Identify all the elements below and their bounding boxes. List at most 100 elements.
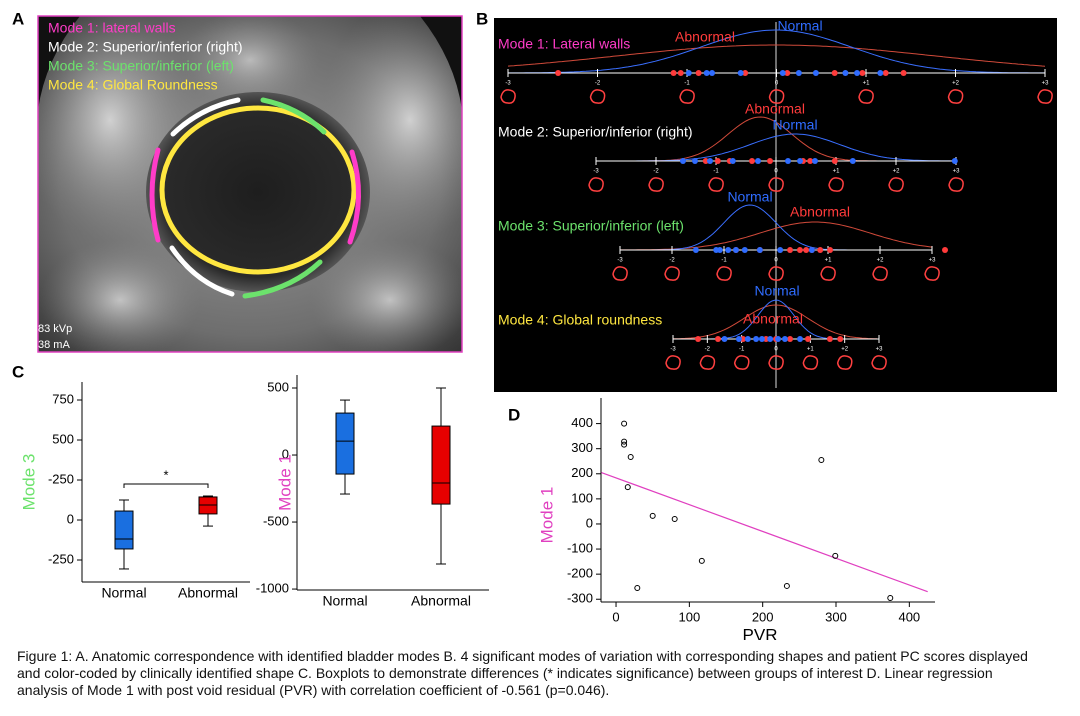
xray-setting: 83 kVp: [38, 323, 72, 335]
normal-score: [781, 336, 788, 342]
panel-label: C: [12, 362, 24, 381]
normal-score: [775, 336, 782, 342]
shape-icon: [924, 266, 940, 281]
shape-icon: [612, 266, 628, 281]
shape-icon: [802, 355, 819, 370]
box: [431, 425, 451, 505]
tick-label: +2: [952, 81, 960, 87]
tick-label: +2: [877, 258, 885, 264]
abnormal-score: [831, 158, 838, 164]
normal-score: [808, 247, 815, 253]
x-tick-label: 100: [679, 609, 701, 624]
tick-label: -1: [721, 258, 727, 264]
normal-score: [779, 70, 786, 76]
tick-label: +1: [807, 347, 815, 353]
normal-score: [680, 158, 686, 164]
normal-score: [741, 247, 748, 253]
shape-icon: [1037, 89, 1053, 104]
tick-label: -2: [705, 347, 711, 353]
shape-icon: [699, 355, 716, 370]
shape-icon: [872, 266, 888, 281]
normal-score: [735, 336, 742, 342]
regression-line: [601, 471, 928, 593]
abnormal-score: [831, 70, 838, 76]
data-point: [698, 557, 705, 564]
normal-score: [854, 70, 861, 76]
mode-legend: Mode 3: Superior/inferior (left): [48, 58, 234, 74]
abnormal-score: [767, 158, 773, 164]
tick-label: -1: [713, 169, 719, 175]
normal-score: [755, 158, 761, 164]
normal-score: [758, 336, 765, 342]
shape-icon: [588, 177, 604, 192]
normal-score: [777, 247, 784, 253]
shape-icon: [733, 355, 750, 370]
abnormal-score: [702, 158, 709, 164]
y-tick-label: 100: [571, 490, 593, 505]
box: [114, 510, 134, 550]
abnormal-score: [784, 70, 791, 76]
y-tick-label: 750: [52, 391, 74, 406]
y-tick-label: -200: [567, 566, 593, 581]
shape-icon: [589, 89, 606, 104]
normal-score: [797, 336, 804, 342]
data-point: [627, 453, 634, 460]
data-point: [832, 552, 839, 559]
x-tick-label: 300: [825, 609, 847, 624]
x-tick-label: Normal: [322, 593, 367, 609]
mode-title: Mode 1: Lateral walls: [498, 36, 630, 52]
abnormal-score: [859, 70, 866, 76]
mode-legend: Mode 1: lateral walls: [48, 20, 176, 36]
y-tick-label: -300: [567, 591, 593, 606]
shape-icon: [768, 355, 784, 370]
significance-mark: *: [163, 467, 168, 482]
y-tick-label: 300: [571, 440, 593, 455]
tick-label: -1: [739, 347, 745, 353]
xray-setting: 38 mA: [38, 339, 70, 351]
normal-score: [842, 70, 849, 76]
shape-icon: [665, 355, 681, 370]
normal-score: [785, 158, 791, 164]
tick-label: -3: [593, 169, 599, 175]
normal-score: [721, 336, 728, 342]
panel-label: A: [12, 9, 24, 28]
significance-bracket: [123, 483, 209, 488]
abnormal-score: [740, 336, 747, 342]
abnormal-score: [942, 247, 948, 253]
x-tick-label: Abnormal: [178, 585, 238, 601]
normal-score: [692, 247, 699, 253]
tick-label: 0: [775, 81, 779, 87]
abnormal-score: [763, 336, 770, 342]
data-point: [887, 594, 894, 601]
abnormal-score: [555, 70, 562, 76]
tick-label: +2: [841, 347, 849, 353]
abnormal-label: Abnormal: [745, 101, 805, 117]
data-point: [624, 484, 631, 491]
normal-label: Normal: [727, 189, 772, 205]
y-tick-label: 0: [282, 446, 289, 461]
shape-icon: [871, 355, 887, 370]
abnormal-curve: [507, 44, 1046, 67]
normal-score: [795, 70, 802, 76]
y-tick-label: 500: [52, 431, 74, 446]
shape-icon: [648, 177, 664, 192]
image-border: [37, 15, 463, 353]
mode-legend: Mode 4: Global Roundness: [48, 77, 218, 93]
normal-score: [707, 158, 713, 164]
abnormal-score: [749, 158, 755, 164]
normal-label: Normal: [777, 18, 822, 34]
abnormal-score: [900, 70, 907, 76]
tick-label: -3: [670, 347, 676, 353]
normal-score: [877, 70, 884, 76]
normal-score: [685, 70, 692, 76]
abnormal-score: [804, 336, 811, 342]
tick-label: +1: [825, 258, 833, 264]
abnormal-score: [827, 247, 834, 253]
tick-label: +1: [863, 81, 871, 87]
abnormal-score: [826, 336, 833, 342]
data-point: [634, 584, 641, 591]
x-tick-label: 200: [752, 609, 774, 624]
shape-icon: [828, 177, 844, 192]
shape-icon: [820, 266, 836, 281]
data-point: [621, 441, 628, 448]
